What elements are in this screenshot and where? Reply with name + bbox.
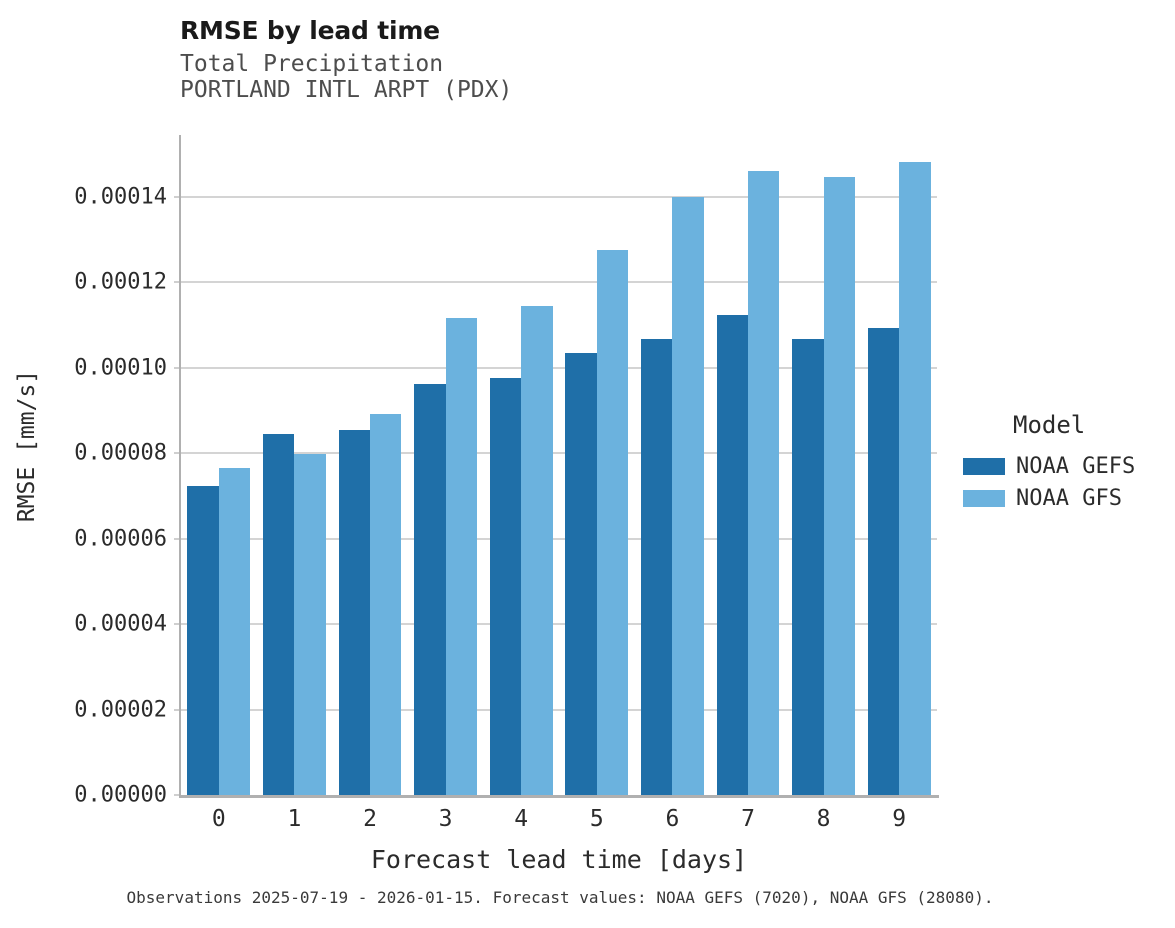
legend-item-label: NOAA GEFS — [1016, 453, 1136, 479]
x-axis-tick-labels: 0 1 2 3 4 5 6 7 8 9 — [181, 806, 937, 838]
legend-swatch-icon — [963, 489, 1005, 507]
bar-noaa-gefs-day-4 — [489, 378, 522, 795]
y-axis-tick-label: 0.00004 — [74, 611, 167, 637]
y-axis-tick — [174, 794, 181, 796]
bar-noaa-gefs-day-0 — [187, 486, 219, 795]
x-axis-tick-label: 3 — [438, 806, 453, 832]
x-axis-line — [179, 795, 939, 798]
bar-noaa-gfs-day-5 — [596, 249, 629, 795]
legend-entries: NOAA GEFS NOAA GFS — [963, 451, 1173, 513]
x-axis-tick-label: 1 — [287, 806, 302, 832]
gridline — [181, 537, 937, 540]
y-axis-tick-label: 0.00012 — [74, 269, 167, 295]
y-axis-tick — [174, 452, 181, 455]
bar-noaa-gefs-day-7 — [716, 314, 748, 795]
y-axis-tick — [174, 708, 181, 711]
bar-noaa-gfs-day-7 — [748, 170, 780, 795]
footer-caption: Observations 2025-07-19 - 2026-01-15. Fo… — [126, 888, 994, 907]
x-axis-tick-label: 6 — [665, 806, 680, 832]
bar-noaa-gefs-day-1 — [263, 434, 295, 795]
x-axis-tick-label: 4 — [514, 806, 529, 832]
bar-noaa-gfs-day-3 — [445, 317, 477, 795]
x-axis-tick-label: 8 — [816, 806, 831, 832]
x-axis-tick-label: 7 — [741, 806, 755, 832]
legend-item-noaa-gefs[interactable]: NOAA GEFS — [963, 451, 1173, 481]
legend-swatch-icon — [963, 457, 1005, 475]
y-axis-tick-label: 0.00010 — [74, 355, 167, 381]
page-title: RMSE by lead time — [180, 16, 440, 45]
bar-noaa-gfs-day-2 — [370, 413, 402, 795]
gridline — [181, 281, 937, 284]
bar-noaa-gefs-day-6 — [641, 338, 673, 795]
x-axis-tick-label: 2 — [363, 806, 377, 832]
x-axis-title: Forecast lead time [days] — [370, 845, 748, 874]
y-axis-title: RMSE [mm/s] — [14, 369, 40, 523]
bar-noaa-gfs-day-9 — [899, 162, 931, 795]
x-axis-tick-label: 5 — [589, 806, 604, 832]
bar-noaa-gfs-day-6 — [672, 197, 704, 795]
bar-noaa-gfs-day-0 — [218, 467, 251, 795]
bar-noaa-gefs-day-8 — [792, 338, 824, 795]
gridline — [181, 623, 937, 626]
y-axis-tick-label: 0.00008 — [74, 440, 167, 466]
gridline — [181, 452, 937, 455]
gridline — [181, 708, 937, 711]
title-block: RMSE by lead time Total Precipitation PO… — [180, 18, 512, 104]
y-axis-tick-label: 0.00002 — [74, 697, 167, 723]
chart-subtitle: Total Precipitation — [180, 51, 444, 77]
x-axis-tick-label: 0 — [211, 806, 226, 832]
y-axis-tick — [174, 195, 181, 198]
gridline — [181, 195, 937, 198]
chart-station-name: PORTLAND INTL ARPT (PDX) — [180, 76, 513, 103]
legend: Model NOAA GEFS NOAA GFS — [963, 411, 1173, 515]
y-axis-tick — [174, 281, 181, 284]
y-axis-line — [179, 135, 181, 795]
bar-noaa-gefs-day-2 — [338, 429, 370, 795]
y-axis-tick-label: 0.00006 — [74, 526, 167, 552]
y-axis-tick-label: 0.00014 — [74, 184, 167, 210]
bar-noaa-gefs-day-3 — [414, 384, 446, 795]
y-axis-tick — [174, 366, 181, 369]
bar-noaa-gfs-day-1 — [294, 454, 326, 795]
bar-noaa-gfs-day-8 — [823, 177, 855, 795]
bar-noaa-gefs-day-9 — [867, 328, 900, 795]
legend-item-noaa-gfs[interactable]: NOAA GFS — [963, 483, 1173, 513]
y-axis-tick-label: 0.00000 — [74, 782, 167, 808]
x-axis-tick-label: 9 — [892, 806, 907, 832]
bar-noaa-gfs-day-4 — [521, 305, 553, 795]
y-axis-tick — [174, 623, 181, 626]
plot-area — [174, 135, 939, 798]
legend-item-label: NOAA GFS — [1016, 485, 1122, 511]
y-axis-tick — [174, 537, 181, 540]
legend-title: Model — [1013, 411, 1086, 439]
gridline — [181, 366, 937, 369]
bar-noaa-gefs-day-5 — [565, 352, 597, 795]
y-axis-tick-labels: 0.00000 0.00002 0.00004 0.00006 0.00008 0.000… — [0, 135, 167, 807]
